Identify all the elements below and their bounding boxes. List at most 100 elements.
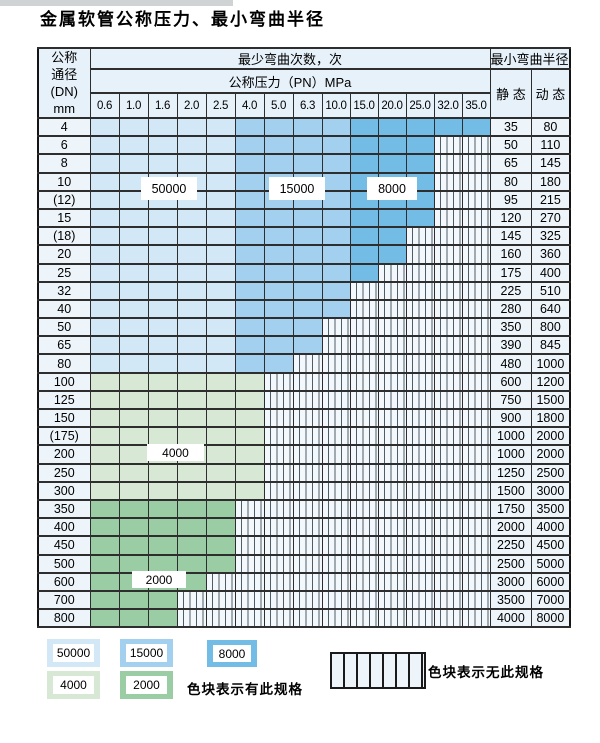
spec-cell bbox=[118, 535, 149, 556]
no-spec-cell bbox=[405, 226, 435, 247]
no-spec-cell bbox=[263, 517, 294, 538]
spec-cell bbox=[89, 462, 120, 483]
dynamic-radius-cell: 1500 bbox=[531, 389, 571, 411]
no-spec-cell bbox=[292, 353, 323, 374]
spec-cell bbox=[292, 135, 323, 156]
spec-cell bbox=[292, 153, 323, 174]
static-radius-cell: 1000 bbox=[489, 426, 533, 447]
spec-cell bbox=[89, 517, 120, 538]
no-spec-cell bbox=[263, 498, 294, 520]
table-row: 250 1250 2500 bbox=[37, 462, 571, 483]
spec-cell bbox=[147, 462, 178, 483]
pressure-header: 公称压力（PN）MPa bbox=[89, 68, 491, 94]
spec-cell bbox=[205, 480, 236, 501]
spec-cell bbox=[147, 407, 178, 429]
no-spec-cell bbox=[405, 389, 435, 411]
spec-cell bbox=[89, 371, 120, 392]
table-row: 500 2500 5000 bbox=[37, 553, 571, 574]
static-radius-cell: 900 bbox=[489, 407, 533, 429]
spec-cell bbox=[89, 135, 120, 156]
no-spec-cell bbox=[349, 571, 379, 592]
pressure-value-header: 32.0 bbox=[433, 92, 463, 119]
table-row: 125 750 1500 bbox=[37, 389, 571, 411]
dynamic-radius-cell: 80 bbox=[531, 116, 571, 138]
spec-cell bbox=[118, 589, 149, 611]
dn-cell: 100 bbox=[37, 371, 91, 392]
no-spec-cell bbox=[349, 371, 379, 392]
spec-cell bbox=[349, 135, 379, 156]
no-spec-cell bbox=[461, 571, 491, 592]
spec-cell bbox=[89, 116, 120, 138]
spec-cell bbox=[147, 517, 178, 538]
legend-swatch-2000: 2000 bbox=[120, 671, 173, 699]
spec-cell bbox=[147, 226, 178, 247]
spec-cell bbox=[89, 171, 120, 192]
no-spec-cell bbox=[377, 353, 407, 374]
no-spec-cell bbox=[433, 262, 463, 283]
spec-cell bbox=[118, 426, 149, 447]
no-spec-cell bbox=[433, 407, 463, 429]
spec-cell bbox=[147, 116, 178, 138]
dn-cell: 150 bbox=[37, 407, 91, 429]
dynamic-radius-cell: 5000 bbox=[531, 553, 571, 574]
spec-cell bbox=[147, 244, 178, 265]
no-spec-cell bbox=[405, 571, 435, 592]
no-spec-cell bbox=[292, 389, 323, 411]
table-row: 50 350 800 bbox=[37, 317, 571, 338]
dynamic-radius-cell: 2000 bbox=[531, 444, 571, 465]
dynamic-radius-cell: 2500 bbox=[531, 462, 571, 483]
spec-cell bbox=[89, 226, 120, 247]
spec-cell bbox=[205, 389, 236, 411]
no-spec-cell bbox=[433, 135, 463, 156]
no-spec-cell bbox=[433, 207, 463, 229]
static-radius-cell: 2000 bbox=[489, 517, 533, 538]
static-radius-cell: 3000 bbox=[489, 571, 533, 592]
no-spec-cell bbox=[292, 480, 323, 501]
spec-cell bbox=[205, 207, 236, 229]
no-spec-cell bbox=[461, 444, 491, 465]
spec-cell bbox=[263, 298, 294, 320]
spec-cell bbox=[433, 116, 463, 138]
no-spec-cell bbox=[205, 589, 236, 611]
spec-cell bbox=[263, 262, 294, 283]
dn-cell: 65 bbox=[37, 335, 91, 356]
dynamic-radius-cell: 360 bbox=[531, 244, 571, 265]
spec-cell bbox=[263, 244, 294, 265]
spec-cell bbox=[321, 262, 351, 283]
table-row: 350 1750 3500 bbox=[37, 498, 571, 520]
dn-cell: 200 bbox=[37, 444, 91, 465]
dn-cell: 10 bbox=[37, 171, 91, 192]
static-radius-cell: 390 bbox=[489, 335, 533, 356]
spec-cell bbox=[263, 153, 294, 174]
legend-swatch-4000: 4000 bbox=[47, 671, 100, 699]
no-spec-cell bbox=[433, 226, 463, 247]
no-spec-cell bbox=[321, 407, 351, 429]
table-row: 25 175 400 bbox=[37, 262, 571, 283]
no-spec-cell bbox=[433, 244, 463, 265]
spec-cell bbox=[176, 407, 207, 429]
spec-cell bbox=[405, 207, 435, 229]
no-spec-cell bbox=[461, 535, 491, 556]
no-spec-cell bbox=[405, 244, 435, 265]
spec-cell bbox=[234, 353, 265, 374]
no-spec-cell bbox=[349, 553, 379, 574]
no-spec-cell bbox=[292, 608, 323, 629]
spec-cell bbox=[292, 226, 323, 247]
static-radius-cell: 35 bbox=[489, 116, 533, 138]
no-spec-cell bbox=[377, 517, 407, 538]
table-row: 450 2250 4500 bbox=[37, 535, 571, 556]
spec-cell bbox=[205, 407, 236, 429]
spec-cell bbox=[89, 153, 120, 174]
static-radius-cell: 95 bbox=[489, 189, 533, 210]
spec-cell bbox=[176, 353, 207, 374]
legend-swatch-15000: 15000 bbox=[120, 639, 173, 667]
dynamic-radius-cell: 2000 bbox=[531, 426, 571, 447]
spec-cell bbox=[205, 498, 236, 520]
spec-cell bbox=[176, 226, 207, 247]
table-row: 40 280 640 bbox=[37, 298, 571, 320]
dynamic-radius-cell: 845 bbox=[531, 335, 571, 356]
no-spec-cell bbox=[292, 589, 323, 611]
spec-cell bbox=[147, 353, 178, 374]
spec-cell bbox=[89, 244, 120, 265]
static-radius-cell: 280 bbox=[489, 298, 533, 320]
